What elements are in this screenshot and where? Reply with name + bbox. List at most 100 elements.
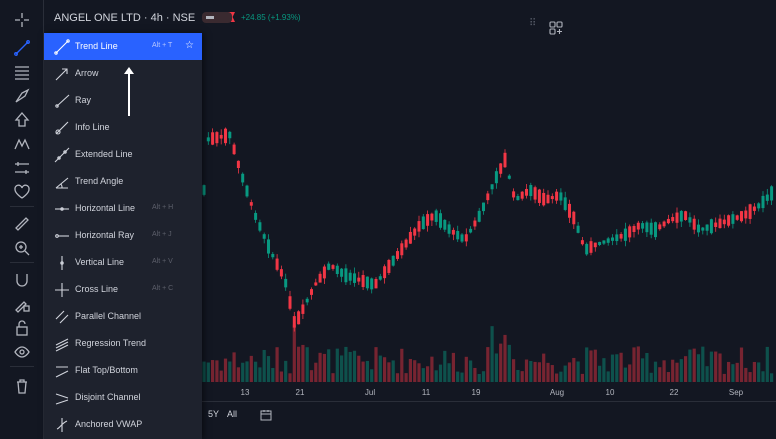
volume-bar <box>241 362 245 382</box>
volume-bar <box>576 361 580 382</box>
calendar-icon[interactable] <box>260 408 272 421</box>
menu-item-trend-line[interactable]: Trend Line Alt + T ☆ <box>44 33 202 60</box>
candle <box>679 210 683 222</box>
volume-bar <box>421 368 425 382</box>
x-tick-label: Sep <box>728 388 744 397</box>
candle <box>417 221 421 232</box>
candle <box>245 185 249 197</box>
volume-bar <box>426 366 430 382</box>
range-all-button[interactable]: All <box>227 409 238 419</box>
menu-item-ray[interactable]: Ray <box>44 87 202 114</box>
grip-icon[interactable]: ⠿ <box>529 18 537 29</box>
volume-bar <box>739 347 744 382</box>
candle <box>546 194 550 204</box>
brush-icon[interactable] <box>8 84 36 108</box>
candle <box>224 128 227 144</box>
pattern-icon[interactable] <box>8 132 36 156</box>
candle <box>705 224 709 231</box>
volume-bar <box>443 350 447 382</box>
ruler-icon[interactable] <box>8 212 36 236</box>
candle <box>512 191 516 198</box>
time-axis[interactable]: 13 21 Jul 11 19 Aug 10 22 Sep <box>200 385 776 401</box>
volume-bar <box>318 352 322 382</box>
volume-bar <box>348 351 352 382</box>
candle <box>202 185 206 195</box>
candle <box>297 311 301 325</box>
x-tick-label: Aug <box>549 388 565 397</box>
range-5y-button[interactable]: 5Y <box>208 409 220 419</box>
volume-bar <box>585 347 589 382</box>
menu-item-horizontal-line[interactable]: Horizontal Line Alt + H <box>44 195 202 222</box>
menu-item-label: Trend Line <box>75 41 118 51</box>
menu-item-extended-line[interactable]: Extended Line <box>44 141 202 168</box>
parallel-channel-icon <box>54 309 70 325</box>
candle <box>400 243 404 256</box>
volume-bar <box>365 360 369 382</box>
volume-bar <box>473 367 477 382</box>
volume-bar <box>748 372 752 382</box>
trash-icon[interactable] <box>8 374 36 398</box>
volume-bar <box>537 362 541 382</box>
candle <box>490 184 494 190</box>
symbol-title[interactable]: ANGEL ONE LTD · 4h · NSE <box>54 12 196 24</box>
lock-drawing-icon[interactable] <box>8 292 36 316</box>
volume-bar <box>486 347 490 382</box>
volume-bar <box>507 344 511 382</box>
info-line-icon <box>54 120 70 136</box>
trend-line-icon[interactable] <box>8 36 36 60</box>
candle <box>292 316 296 328</box>
menu-item-anchored-vwap[interactable]: Anchored VWAP <box>44 411 202 438</box>
volume-bar <box>262 349 266 382</box>
volume-bar <box>598 365 602 382</box>
menu-item-flat-top-bottom[interactable]: Flat Top/Bottom <box>44 357 202 384</box>
zoom-in-icon[interactable] <box>8 236 36 260</box>
eye-icon[interactable] <box>8 340 36 364</box>
candle <box>568 203 571 218</box>
menu-item-disjoint-channel[interactable]: Disjoint Channel <box>44 384 202 411</box>
volume-bar <box>344 346 348 382</box>
candle <box>482 202 485 212</box>
menu-item-parallel-channel[interactable]: Parallel Channel <box>44 303 202 330</box>
candle <box>499 163 503 174</box>
volume-bar <box>752 361 756 382</box>
menu-item-horizontal-ray[interactable]: Horizontal Ray Alt + J <box>44 222 202 249</box>
volume-bar <box>327 349 331 382</box>
layout-icon[interactable] <box>544 18 568 38</box>
menu-item-arrow[interactable]: Arrow <box>44 60 202 87</box>
arrow-icon <box>54 66 70 82</box>
menu-item-trend-angle[interactable]: Trend Angle <box>44 168 202 195</box>
candle <box>404 239 408 248</box>
crosshair-icon[interactable] <box>8 8 36 32</box>
candle <box>370 278 374 290</box>
candle <box>740 211 743 222</box>
candle <box>555 191 559 201</box>
candle <box>464 234 468 242</box>
magnet-icon[interactable] <box>8 268 36 292</box>
volume-bar <box>589 350 593 382</box>
volume-bar <box>580 373 584 382</box>
fib-icon[interactable] <box>8 60 36 84</box>
volume-bar <box>666 372 670 382</box>
heart-icon[interactable] <box>8 180 36 204</box>
lock-icon[interactable] <box>8 316 36 340</box>
candle <box>439 213 442 228</box>
volume-bar <box>684 356 688 382</box>
volume-bar <box>636 346 640 382</box>
volume-bar <box>512 359 516 382</box>
price-change: +24.85 (+1.93%) <box>241 13 301 22</box>
volume-bar <box>550 365 554 382</box>
market-status-toggle[interactable] <box>202 12 232 23</box>
shapes-icon[interactable] <box>8 108 36 132</box>
menu-item-label: Flat Top/Bottom <box>75 365 138 375</box>
volume-bar <box>451 352 455 382</box>
menu-item-info-line[interactable]: Info Line <box>44 114 202 141</box>
candle <box>559 192 563 201</box>
menu-item-vertical-line[interactable]: Vertical Line Alt + V <box>44 249 202 276</box>
candlestick-chart[interactable] <box>200 40 776 385</box>
favorite-star-icon[interactable]: ☆ <box>185 40 194 51</box>
menu-item-regression-trend[interactable]: Regression Trend <box>44 330 202 357</box>
prediction-icon[interactable] <box>8 156 36 180</box>
candle <box>383 266 387 279</box>
volume-bar <box>228 361 232 382</box>
menu-item-cross-line[interactable]: Cross Line Alt + C <box>44 276 202 303</box>
